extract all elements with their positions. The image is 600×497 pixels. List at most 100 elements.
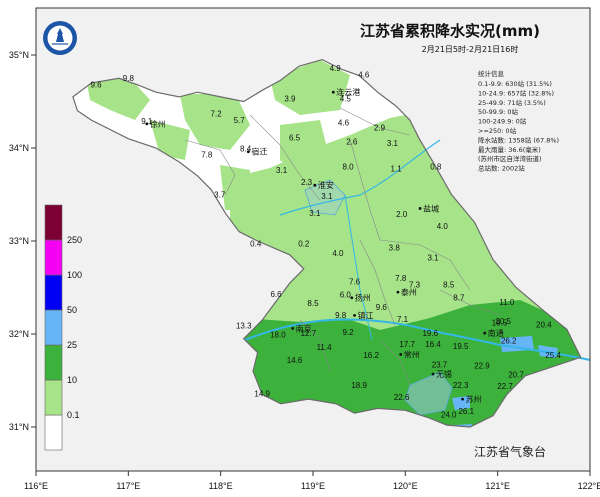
city-marker <box>431 372 435 376</box>
agency-logo <box>43 21 77 55</box>
stats-line: 降水站数: 1358站 (67.8%) <box>478 135 559 144</box>
station-value: 2.6 <box>346 137 358 146</box>
station-value: 4.6 <box>338 119 350 128</box>
legend-swatch <box>44 274 63 311</box>
lon-tick-label: 116°E <box>24 481 48 491</box>
station-value: 7.1 <box>397 315 409 324</box>
rain-area-25-3 <box>452 396 470 410</box>
legend-label: 25 <box>67 340 77 350</box>
station-value: 8.5 <box>443 281 455 290</box>
stats-line: 总站数: 2002站 <box>478 164 525 173</box>
legend-label: 250 <box>67 235 82 245</box>
station-value: 3.1 <box>276 166 288 175</box>
boundary-suqian-huaian <box>249 114 321 201</box>
station-value: 6.6 <box>270 290 282 299</box>
station-value: 3.1 <box>321 192 333 201</box>
station-value: 22.3 <box>453 381 469 390</box>
lat-tick-label: 35°N <box>9 50 29 60</box>
station-value: 2.0 <box>396 210 408 219</box>
station-value: 3.1 <box>387 139 399 148</box>
city-label: 徐州 <box>150 119 166 129</box>
lon-tick-label: 119°E <box>301 481 325 491</box>
station-value: 20.4 <box>536 320 552 329</box>
station-value: 8.5 <box>307 299 319 308</box>
hongze-lake <box>304 179 346 216</box>
city-marker <box>291 327 295 330</box>
city-marker <box>483 331 487 335</box>
station-value: 24.0 <box>441 411 457 420</box>
city-marker <box>331 90 335 94</box>
station-value: 9.1 <box>141 117 153 126</box>
station-value: 7.2 <box>210 109 222 118</box>
station-value: 6.5 <box>289 134 301 143</box>
city-label: 连云港 <box>336 87 360 97</box>
stats-line: 100-249.9: 0站 <box>478 117 527 126</box>
taihu-lake <box>404 371 453 416</box>
station-value: 4.6 <box>358 70 370 79</box>
city-label: 苏州 <box>466 394 482 404</box>
station-value: 0.8 <box>430 162 442 171</box>
station-value: 19.5 <box>492 319 508 328</box>
station-value: 25.4 <box>545 351 561 360</box>
precipitation-layer <box>85 60 581 427</box>
station-value: 3.1 <box>309 209 321 218</box>
city-marker <box>396 290 400 294</box>
station-value: 18.0 <box>270 331 286 340</box>
city-marker <box>353 314 356 317</box>
station-value: 26.1 <box>458 407 474 416</box>
station-value: 22.9 <box>474 361 490 370</box>
station-value: 14.9 <box>254 389 270 398</box>
boundary-taizhou-yancheng <box>379 239 471 291</box>
stats-line: 0.1-9.9: 630站 (31.5%) <box>478 79 552 88</box>
station-value: 1.1 <box>391 164 403 173</box>
tower-icon <box>56 28 64 42</box>
station-value: 9.6 <box>376 303 388 312</box>
rain-area-0-1-nw5 <box>220 165 250 210</box>
axes: 116°E 117°E 118°E 119°E 120°E 121°E 122°E 35°N 3… <box>9 50 600 491</box>
legend-label: 100 <box>67 270 82 280</box>
station-value: 3.7 <box>214 190 226 199</box>
city-label: 南通 <box>488 328 504 338</box>
station-value: 12.7 <box>301 329 317 338</box>
station-value: 16.2 <box>363 351 379 360</box>
city-label: 淮安 <box>318 180 334 190</box>
city-label: 盐城 <box>423 203 439 213</box>
station-value: 0.4 <box>250 240 262 249</box>
station-value: 3.1 <box>427 254 439 263</box>
station-value: 0.2 <box>298 240 310 249</box>
station-value: 23.7 <box>432 360 448 369</box>
station-value: 7.3 <box>409 281 421 290</box>
legend-swatch <box>44 344 63 381</box>
station-value: 19.6 <box>422 329 438 338</box>
lon-tick-label: 118°E <box>209 481 233 491</box>
lat-tick-label: 34°N <box>9 143 29 153</box>
legend-swatch <box>44 309 63 346</box>
station-value: 9.2 <box>343 328 355 337</box>
station-value: 18.9 <box>351 381 367 390</box>
station-value: 5.7 <box>234 116 246 125</box>
lon-tick-label: 122°E <box>578 481 600 491</box>
lon-tick-label: 117°E <box>116 481 140 491</box>
rain-area-0-1-nw4 <box>280 120 330 175</box>
station-value: 17.7 <box>399 340 415 349</box>
city-marker <box>145 122 149 126</box>
lon-tick-label: 121°E <box>485 481 510 491</box>
stats-title: 统计信息 <box>478 69 505 78</box>
station-value: 8.7 <box>453 294 465 303</box>
agency-label: 江苏省气象台 <box>474 444 546 459</box>
city-marker <box>461 397 464 401</box>
station-value: 3.8 <box>389 243 401 252</box>
city-label: 常州 <box>404 350 420 359</box>
station-value: 7.8 <box>395 274 407 283</box>
stats-line: >=250: 0站 <box>478 126 517 135</box>
legend-swatch <box>44 204 63 241</box>
station-value: 16.4 <box>425 340 441 349</box>
stats-line: 10-24.9: 657站 (32.8%) <box>478 88 554 97</box>
lat-tick-label: 33°N <box>9 236 29 246</box>
map-title: 江苏省累积降水实况(mm) <box>360 22 540 40</box>
boundary-nantong <box>439 289 501 316</box>
station-value: 22.6 <box>394 393 410 402</box>
